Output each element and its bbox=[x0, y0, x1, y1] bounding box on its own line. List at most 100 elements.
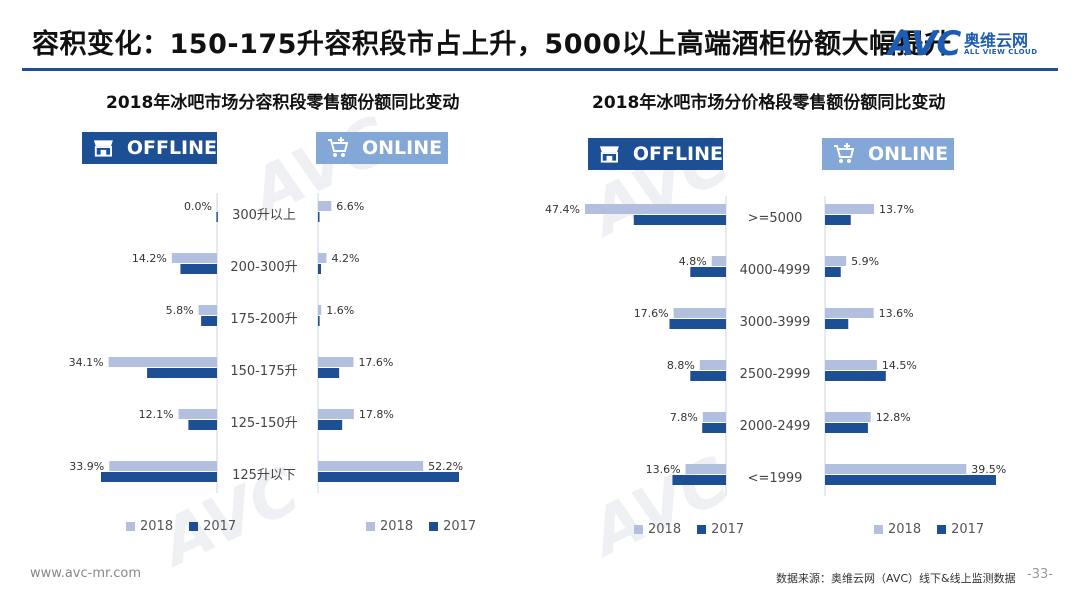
bar-online-2017 bbox=[825, 215, 851, 225]
category-label: 125-150升 bbox=[230, 416, 297, 431]
right-chart-title: 2018年冰吧市场分价格段零售额份额同比变动 bbox=[592, 93, 946, 113]
legend-label-2017: 2017 bbox=[711, 522, 745, 537]
bar-offline-2017 bbox=[216, 212, 218, 222]
bar-online-2018 bbox=[318, 305, 322, 315]
bar-offline-2018 bbox=[711, 256, 726, 266]
bar-online-2018 bbox=[825, 464, 967, 474]
bar-offline-2018 bbox=[685, 464, 726, 474]
data-label-online: 17.6% bbox=[358, 356, 393, 369]
bar-offline-2018 bbox=[702, 412, 726, 422]
page-number: -33- bbox=[1027, 567, 1053, 582]
data-label-offline: 47.4% bbox=[545, 203, 580, 216]
data-label-online: 5.9% bbox=[851, 255, 879, 268]
data-label-offline: 13.6% bbox=[646, 463, 681, 476]
data-label-offline: 7.8% bbox=[670, 411, 698, 424]
bar-offline-2018 bbox=[171, 253, 217, 263]
legend-left-online: 2018 2017 bbox=[366, 519, 476, 534]
bar-online-2018 bbox=[825, 308, 874, 318]
data-label-online: 52.2% bbox=[428, 460, 463, 473]
legend-label-2018: 2018 bbox=[380, 519, 414, 534]
bar-online-2018 bbox=[825, 360, 877, 370]
data-label-offline: 17.6% bbox=[634, 307, 669, 320]
bar-offline-2018 bbox=[217, 201, 218, 211]
data-label-offline: 34.1% bbox=[69, 356, 104, 369]
bar-offline-2017 bbox=[180, 264, 217, 274]
footer-website: www.avc-mr.com bbox=[30, 566, 142, 581]
cart-icon bbox=[834, 143, 855, 163]
data-label-offline: 4.8% bbox=[679, 255, 707, 268]
bar-online-2017 bbox=[318, 420, 343, 430]
data-label-online: 6.6% bbox=[336, 200, 364, 213]
legend-swatch-2017 bbox=[189, 522, 199, 531]
bar-online-2018 bbox=[318, 357, 354, 367]
bar-offline-2017 bbox=[201, 316, 217, 326]
legend-swatch-2017 bbox=[429, 522, 439, 531]
bar-offline-2018 bbox=[585, 204, 726, 214]
bar-offline-2017 bbox=[633, 215, 726, 225]
category-label: 3000-3999 bbox=[740, 315, 811, 330]
bar-online-2018 bbox=[825, 412, 871, 422]
bar-online-2018 bbox=[318, 461, 424, 471]
data-label-offline: 33.9% bbox=[69, 460, 104, 473]
bar-offline-2018 bbox=[108, 357, 217, 367]
data-label-online: 13.6% bbox=[879, 307, 914, 320]
left-chart-title: 2018年冰吧市场分容积段零售额份额同比变动 bbox=[106, 93, 460, 113]
cart-icon bbox=[328, 137, 349, 157]
bar-offline-2018 bbox=[178, 409, 217, 419]
avc-logo: AVC 奥维云网 ALL VIEW CLOUD bbox=[888, 24, 1058, 64]
online-badge-left: ONLINE bbox=[316, 132, 448, 164]
logo-avc-text: AVC bbox=[888, 24, 961, 64]
category-label: 300升以上 bbox=[232, 208, 296, 223]
bar-online-2017 bbox=[318, 472, 459, 482]
bar-online-2017 bbox=[318, 316, 320, 326]
data-label-online: 17.8% bbox=[359, 408, 394, 421]
header-divider bbox=[22, 68, 1058, 71]
bar-offline-2018 bbox=[198, 305, 217, 315]
legend-swatch-2018 bbox=[634, 525, 643, 534]
category-label: <=1999 bbox=[748, 471, 803, 486]
online-label: ONLINE bbox=[868, 143, 949, 165]
page-title: 容积变化：150-175升容积段市占上升，5000以上高端酒柜份额大幅提升 bbox=[32, 29, 952, 60]
store-icon bbox=[599, 146, 619, 163]
bar-online-2018 bbox=[318, 409, 354, 419]
offline-badge-right: OFFLINE bbox=[588, 138, 723, 170]
bar-offline-2017 bbox=[690, 267, 726, 277]
category-label: 125升以下 bbox=[232, 468, 296, 483]
legend-label-2018: 2018 bbox=[888, 522, 922, 537]
online-badge-right: ONLINE bbox=[822, 138, 954, 170]
data-label-offline: 12.1% bbox=[139, 408, 174, 421]
data-label-online: 13.7% bbox=[879, 203, 914, 216]
bar-offline-2017 bbox=[672, 475, 726, 485]
legend-label-2018: 2018 bbox=[140, 519, 174, 534]
data-label-offline: 0.0% bbox=[184, 200, 212, 213]
data-label-online: 4.2% bbox=[331, 252, 359, 265]
bar-offline-2017 bbox=[669, 319, 726, 329]
logo-en-text: ALL VIEW CLOUD bbox=[964, 48, 1038, 56]
data-label-offline: 14.2% bbox=[132, 252, 167, 265]
category-label: 2500-2999 bbox=[740, 367, 811, 382]
bar-online-2018 bbox=[825, 256, 847, 266]
bar-online-2017 bbox=[318, 368, 340, 378]
data-label-online: 14.5% bbox=[882, 359, 917, 372]
legend-left-offline: 2018 2017 bbox=[126, 519, 236, 534]
footer-source: 数据来源：奥维云网（AVC）线下&线上监测数据 bbox=[776, 572, 1016, 585]
category-label: 175-200升 bbox=[230, 312, 297, 327]
legend-label-2017: 2017 bbox=[443, 519, 477, 534]
bar-online-2017 bbox=[825, 267, 841, 277]
legend-swatch-2018 bbox=[126, 522, 135, 531]
bar-offline-2017 bbox=[702, 423, 726, 433]
legend-right-offline: 2018 2017 bbox=[634, 522, 744, 537]
category-label: 4000-4999 bbox=[740, 263, 811, 278]
bar-offline-2017 bbox=[147, 368, 217, 378]
bar-offline-2018 bbox=[699, 360, 726, 370]
store-icon bbox=[93, 140, 113, 157]
bar-online-2017 bbox=[825, 319, 849, 329]
category-label: 2000-2499 bbox=[740, 419, 811, 434]
bar-online-2017 bbox=[825, 371, 886, 381]
data-label-offline: 8.8% bbox=[667, 359, 695, 372]
data-label-offline: 5.8% bbox=[166, 304, 194, 317]
bar-offline-2017 bbox=[101, 472, 217, 482]
offline-badge-left: OFFLINE bbox=[82, 132, 217, 164]
legend-right-online: 2018 2017 bbox=[874, 522, 984, 537]
